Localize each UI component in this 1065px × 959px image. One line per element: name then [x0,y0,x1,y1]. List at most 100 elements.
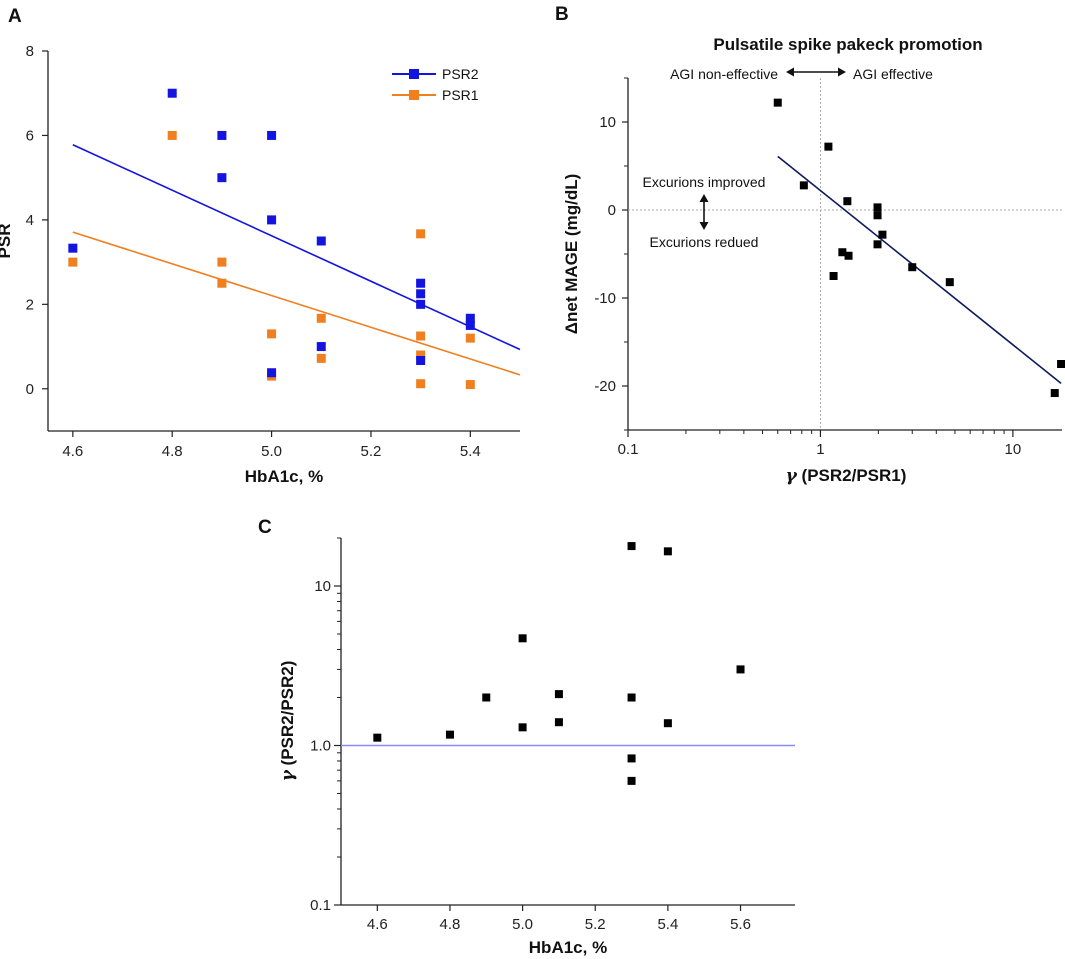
panel-a-ytick-label: 4 [26,212,34,229]
panel-c-xlabel: HbA1c, % [529,938,607,957]
legend-psr2-label: PSR2 [442,66,479,82]
point-psr2 [316,236,326,246]
point-gamma [554,690,563,699]
panel-b-xtick-label: 1 [816,441,824,458]
panel-a-ylabel: PSR [0,224,14,259]
legend-psr1-marker [409,90,419,100]
panel-b-letter: B [555,4,569,25]
panel-b-xlabel: γ (PSR2/PSR1) [786,466,907,486]
agi-non-effective-label: AGI non-effective [670,66,778,82]
point-gamma [627,693,636,702]
panel-a-xtick-label: 5.2 [361,443,382,460]
excursions-reduced-label: Excurions redued [650,234,759,250]
point-gamma [373,733,382,742]
point-gamma [663,547,672,556]
agi-effective-label: AGI effective [853,66,933,82]
point-mage [873,211,882,220]
panel-a-ytick-label: 6 [26,127,34,144]
panel-a-ytick-label: 8 [26,43,34,60]
panel-c-xtick-label: 5.0 [512,916,533,933]
point-psr2 [416,289,426,299]
panel-a-letter: A [8,6,22,27]
point-psr2 [465,320,475,330]
excursions-improved-label: Excurions improved [643,174,766,190]
panel-c-ylabel-text: (PSR2/PSR2) [278,661,297,766]
point-gamma [482,693,491,702]
point-mage [1057,360,1065,368]
panel-a-legend: PSR2 PSR1 [392,66,479,103]
point-psr1 [217,257,227,267]
point-mage [878,230,887,239]
gamma-symbol: γ [786,466,798,486]
point-psr1 [167,130,177,140]
vertical-double-arrow [699,194,709,230]
panel-c-xtick-label: 5.2 [585,916,606,933]
point-psr2 [267,215,277,225]
point-gamma [518,634,527,643]
panel-c-ytick-label: 10 [314,578,331,595]
point-psr2 [267,130,277,140]
point-mage [773,98,782,107]
panel-c-xtick-label: 4.6 [367,916,388,933]
panel-b-annotations: AGI non-effective AGI effective Excurion… [643,66,934,250]
point-psr1 [416,350,426,360]
point-mage [873,240,882,249]
panel-b-ytick-label: -20 [594,378,616,395]
point-psr1 [217,278,227,288]
point-psr1 [416,379,426,389]
panel-a-xtick-label: 4.6 [62,443,83,460]
panel-b-title: Pulsatile spike pakeck promotion [713,35,982,54]
point-mage [908,263,917,272]
point-mage [1050,389,1059,398]
point-gamma [663,719,672,728]
point-psr1 [68,257,78,267]
point-psr2 [465,313,475,323]
panel-b-ytick-label: 0 [608,202,616,219]
panel-a-xtick-label: 4.8 [162,443,183,460]
point-mage [824,142,833,151]
point-psr2 [217,173,227,183]
point-psr2 [316,342,326,352]
panel-c-ylabel: γ (PSR2/PSR2) [278,661,298,782]
point-mage [945,278,954,287]
point-mage [799,181,808,190]
point-mage [844,251,853,260]
point-psr2 [416,278,426,288]
point-psr2 [68,243,78,253]
panel-c-xtick-label: 4.8 [440,916,461,933]
point-psr1 [465,333,475,343]
panel-a-ytick-label: 0 [26,381,34,398]
point-psr1 [416,229,426,239]
panel-a-ytick-label: 2 [26,296,34,313]
point-gamma [445,730,454,739]
point-psr2 [167,88,177,98]
point-psr1 [267,329,277,339]
horizontal-double-arrow [786,67,846,77]
point-psr1 [416,331,426,341]
point-gamma [518,723,527,732]
point-gamma [627,776,636,785]
panel-a-xlabel: HbA1c, % [245,467,323,486]
point-psr1 [316,313,326,323]
point-mage [829,272,838,280]
panel-c-letter: C [258,517,272,538]
point-mage [843,197,852,206]
panel-b-xlabel-text: (PSR2/PSR1) [802,466,907,485]
point-mage [838,248,847,257]
point-gamma [627,542,636,551]
panel-b-xtick-label: 10 [1005,441,1022,458]
point-mage [873,203,882,212]
legend-psr1-label: PSR1 [442,87,479,103]
fit-line-psr1 [72,231,521,376]
fit-line-mage [777,155,1062,384]
panel-c-xtick-label: 5.4 [657,916,678,933]
point-gamma [627,754,636,763]
point-psr2 [267,368,277,378]
gamma-symbol: γ [278,769,298,781]
fit-line-psr2 [72,144,521,351]
legend-psr2-marker [409,69,419,79]
panel-a-axes [47,51,520,432]
panel-a-xtick-label: 5.0 [261,443,282,460]
panel-c-axes [340,538,795,906]
